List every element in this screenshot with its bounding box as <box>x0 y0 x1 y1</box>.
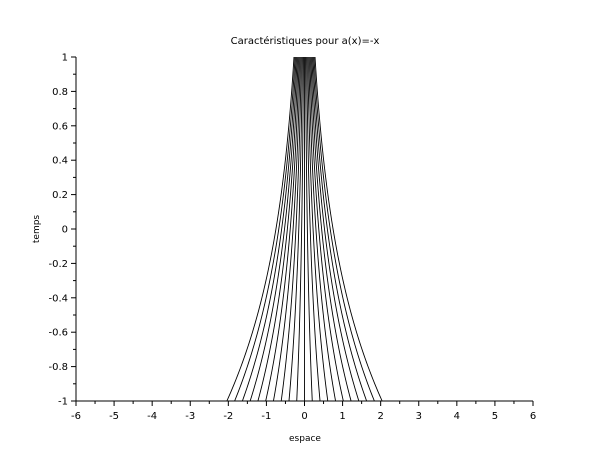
x-tick-label: 5 <box>492 411 498 422</box>
y-axis-label: temps <box>32 215 42 244</box>
characteristic-curve-1 <box>234 56 296 402</box>
characteristic-curve-3 <box>249 56 298 402</box>
chart-title: Caractéristiques pour a(x)=-x <box>231 35 380 47</box>
y-tick-label: -0.8 <box>48 362 68 373</box>
y-tick-label: 0.4 <box>52 156 68 167</box>
characteristic-curve-5 <box>265 56 300 402</box>
characteristic-curve-4 <box>257 56 299 402</box>
characteristic-curve-14 <box>308 56 337 402</box>
characteristic-curve-12 <box>306 56 321 402</box>
y-tick-label: -0.2 <box>48 259 68 270</box>
characteristic-curve-2 <box>241 56 297 402</box>
characteristic-curve-17 <box>311 56 360 402</box>
characteristic-curve-18 <box>312 56 368 402</box>
characteristic-curves <box>226 56 383 402</box>
characteristic-curve-6 <box>272 56 301 402</box>
characteristic-curve-8 <box>288 56 303 402</box>
characteristic-curve-0 <box>226 56 295 402</box>
x-tick-label: -1 <box>261 411 271 422</box>
x-tick-label: 1 <box>339 411 345 422</box>
x-axis-ticks: -6 -5 -4 -3 -2 -1 0 1 2 3 4 5 6 <box>71 401 536 422</box>
x-tick-label: -2 <box>223 411 233 422</box>
characteristic-curve-13 <box>307 56 329 402</box>
x-tick-label: -3 <box>185 411 195 422</box>
x-tick-label: -4 <box>147 411 157 422</box>
characteristic-curve-11 <box>305 56 313 402</box>
y-tick-label: -0.6 <box>48 328 68 339</box>
characteristic-curve-15 <box>309 56 344 402</box>
y-tick-label: -1 <box>58 397 68 408</box>
x-tick-label: 3 <box>416 411 422 422</box>
characteristic-curve-9 <box>296 56 304 402</box>
characteristic-curve-20 <box>314 56 383 402</box>
y-tick-label: 1 <box>62 53 68 64</box>
y-axis-ticks: -1 -0.8 -0.6 -0.4 -0.2 0 0.2 0.4 0.6 0.8 1 <box>48 53 76 408</box>
characteristic-curve-16 <box>310 56 352 402</box>
x-tick-label: 2 <box>377 411 383 422</box>
y-tick-label: 0.2 <box>52 190 68 201</box>
x-tick-label: 6 <box>530 411 536 422</box>
y-tick-label: 0.6 <box>52 121 68 132</box>
y-tick-label: 0 <box>62 225 68 236</box>
x-tick-label: 0 <box>301 411 307 422</box>
x-axis-label: espace <box>289 434 321 444</box>
x-tick-label: -6 <box>71 411 81 422</box>
x-tick-label: -5 <box>109 411 119 422</box>
characteristic-curve-19 <box>313 56 375 402</box>
characteristic-curve-7 <box>280 56 302 402</box>
y-tick-label: -0.4 <box>48 293 68 304</box>
x-tick-label: 4 <box>454 411 460 422</box>
y-tick-label: 0.8 <box>52 87 68 98</box>
